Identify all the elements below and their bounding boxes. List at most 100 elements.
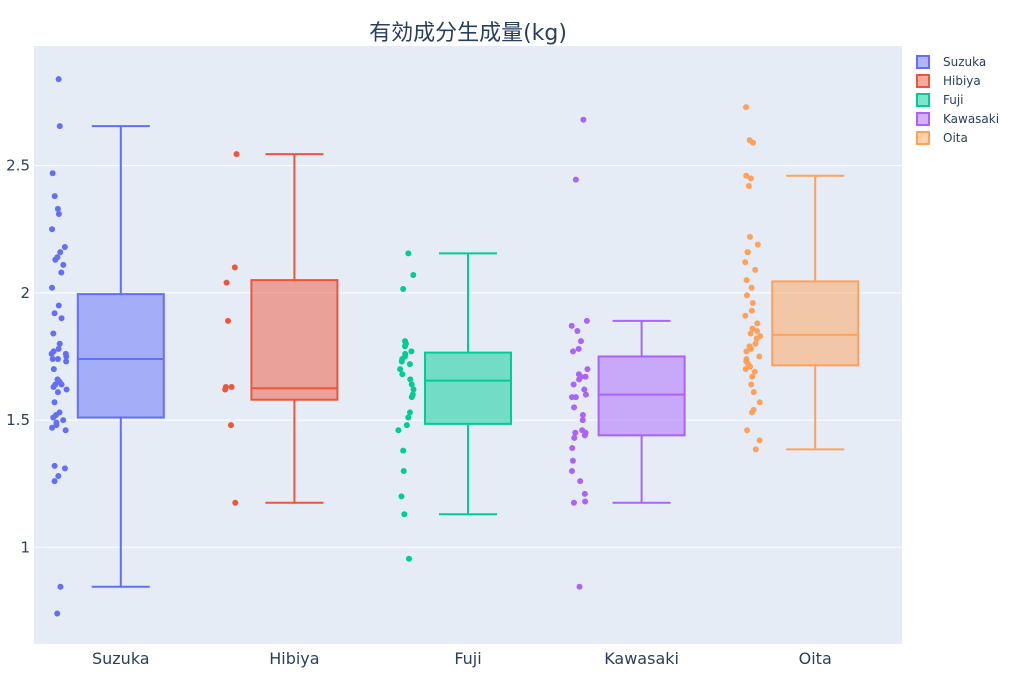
data-point-oita[interactable]	[747, 345, 754, 352]
data-point-suzuka[interactable]	[62, 427, 69, 434]
data-point-oita[interactable]	[754, 241, 761, 248]
legend-item-hibiya[interactable]: Hibiya	[916, 74, 981, 88]
data-point-oita[interactable]	[748, 409, 755, 416]
data-point-oita[interactable]	[744, 249, 751, 256]
box-hibiya[interactable]	[250, 279, 339, 401]
data-point-suzuka[interactable]	[53, 422, 60, 429]
data-point-oita[interactable]	[751, 368, 758, 375]
data-point-oita[interactable]	[743, 348, 750, 355]
data-point-kawasaki[interactable]	[576, 376, 583, 383]
data-point-suzuka[interactable]	[58, 315, 65, 322]
data-point-fuji[interactable]	[401, 511, 408, 518]
data-point-hibiya[interactable]	[227, 422, 234, 429]
box-fuji[interactable]	[424, 351, 512, 425]
data-point-fuji[interactable]	[402, 343, 409, 350]
data-point-oita[interactable]	[742, 366, 749, 373]
data-point-suzuka[interactable]	[54, 610, 61, 617]
data-point-kawasaki[interactable]	[568, 394, 575, 401]
data-point-fuji[interactable]	[405, 250, 412, 257]
data-point-oita[interactable]	[742, 259, 749, 266]
data-point-suzuka[interactable]	[54, 205, 61, 212]
data-point-oita[interactable]	[743, 292, 750, 299]
data-point-suzuka[interactable]	[51, 478, 58, 485]
data-point-kawasaki[interactable]	[584, 366, 591, 373]
data-point-oita[interactable]	[752, 266, 759, 273]
legend[interactable]: Suzuka Hibiya Fuji Kawasaki Oita	[916, 55, 999, 145]
data-point-hibiya[interactable]	[232, 499, 239, 506]
data-point-suzuka[interactable]	[49, 355, 56, 362]
data-point-kawasaki[interactable]	[583, 317, 590, 324]
data-point-hibiya[interactable]	[228, 383, 235, 390]
data-point-suzuka[interactable]	[63, 353, 70, 360]
data-point-kawasaki[interactable]	[580, 116, 587, 123]
data-point-oita[interactable]	[754, 320, 761, 327]
data-point-suzuka[interactable]	[58, 381, 65, 388]
data-point-hibiya[interactable]	[223, 279, 230, 286]
data-point-suzuka[interactable]	[60, 261, 67, 268]
data-point-suzuka[interactable]	[56, 123, 63, 130]
data-point-oita[interactable]	[754, 328, 761, 335]
data-point-suzuka[interactable]	[51, 193, 58, 200]
data-point-oita[interactable]	[743, 172, 750, 179]
data-point-oita[interactable]	[746, 233, 753, 240]
data-point-kawasaki[interactable]	[579, 417, 586, 424]
data-point-suzuka[interactable]	[58, 269, 65, 276]
data-point-kawasaki[interactable]	[577, 478, 584, 485]
box-kawasaki[interactable]	[597, 355, 686, 437]
data-point-hibiya[interactable]	[224, 317, 231, 324]
data-point-kawasaki[interactable]	[582, 391, 589, 398]
data-point-hibiya[interactable]	[233, 151, 240, 158]
data-point-oita[interactable]	[747, 363, 754, 370]
data-point-kawasaki[interactable]	[571, 404, 578, 411]
data-point-fuji[interactable]	[410, 386, 417, 393]
data-point-fuji[interactable]	[399, 371, 406, 378]
data-point-oita[interactable]	[743, 277, 750, 284]
data-point-kawasaki[interactable]	[568, 467, 575, 474]
data-point-fuji[interactable]	[397, 366, 404, 373]
data-point-kawasaki[interactable]	[581, 432, 588, 439]
data-point-suzuka[interactable]	[55, 302, 62, 309]
data-point-suzuka[interactable]	[50, 366, 57, 373]
data-point-fuji[interactable]	[410, 272, 417, 279]
data-point-oita[interactable]	[750, 389, 757, 396]
data-point-oita[interactable]	[747, 330, 754, 337]
data-point-suzuka[interactable]	[55, 345, 62, 352]
data-point-oita[interactable]	[752, 340, 759, 347]
data-point-oita[interactable]	[756, 437, 763, 444]
data-point-suzuka[interactable]	[50, 330, 57, 337]
data-point-fuji[interactable]	[407, 376, 414, 383]
data-point-suzuka[interactable]	[63, 386, 70, 393]
data-point-hibiya[interactable]	[231, 264, 238, 271]
data-point-suzuka[interactable]	[61, 465, 68, 472]
data-point-oita[interactable]	[744, 427, 751, 434]
data-point-kawasaki[interactable]	[568, 322, 575, 329]
data-point-oita[interactable]	[747, 175, 754, 182]
data-point-suzuka[interactable]	[54, 389, 61, 396]
data-point-suzuka[interactable]	[61, 244, 68, 251]
data-point-suzuka[interactable]	[51, 399, 58, 406]
data-point-fuji[interactable]	[395, 427, 402, 434]
data-point-fuji[interactable]	[400, 286, 407, 293]
data-point-suzuka[interactable]	[49, 424, 56, 431]
data-point-oita[interactable]	[750, 139, 757, 146]
legend-item-suzuka[interactable]: Suzuka	[916, 55, 986, 69]
data-point-kawasaki[interactable]	[570, 381, 577, 388]
data-point-suzuka[interactable]	[51, 462, 58, 469]
data-point-suzuka[interactable]	[50, 383, 57, 390]
data-point-oita[interactable]	[748, 284, 755, 291]
data-point-suzuka[interactable]	[54, 355, 61, 362]
data-point-kawasaki[interactable]	[570, 348, 577, 355]
data-point-fuji[interactable]	[405, 414, 412, 421]
data-point-fuji[interactable]	[408, 348, 415, 355]
data-point-fuji[interactable]	[405, 555, 412, 562]
data-point-kawasaki[interactable]	[572, 176, 579, 183]
data-point-kawasaki[interactable]	[569, 445, 576, 452]
data-point-kawasaki[interactable]	[570, 499, 577, 506]
data-point-oita[interactable]	[752, 446, 759, 453]
data-point-fuji[interactable]	[406, 409, 413, 416]
box-oita[interactable]	[771, 280, 860, 367]
data-point-oita[interactable]	[749, 300, 756, 307]
data-point-suzuka[interactable]	[52, 256, 59, 263]
data-point-oita[interactable]	[743, 104, 750, 111]
data-point-oita[interactable]	[745, 182, 752, 189]
